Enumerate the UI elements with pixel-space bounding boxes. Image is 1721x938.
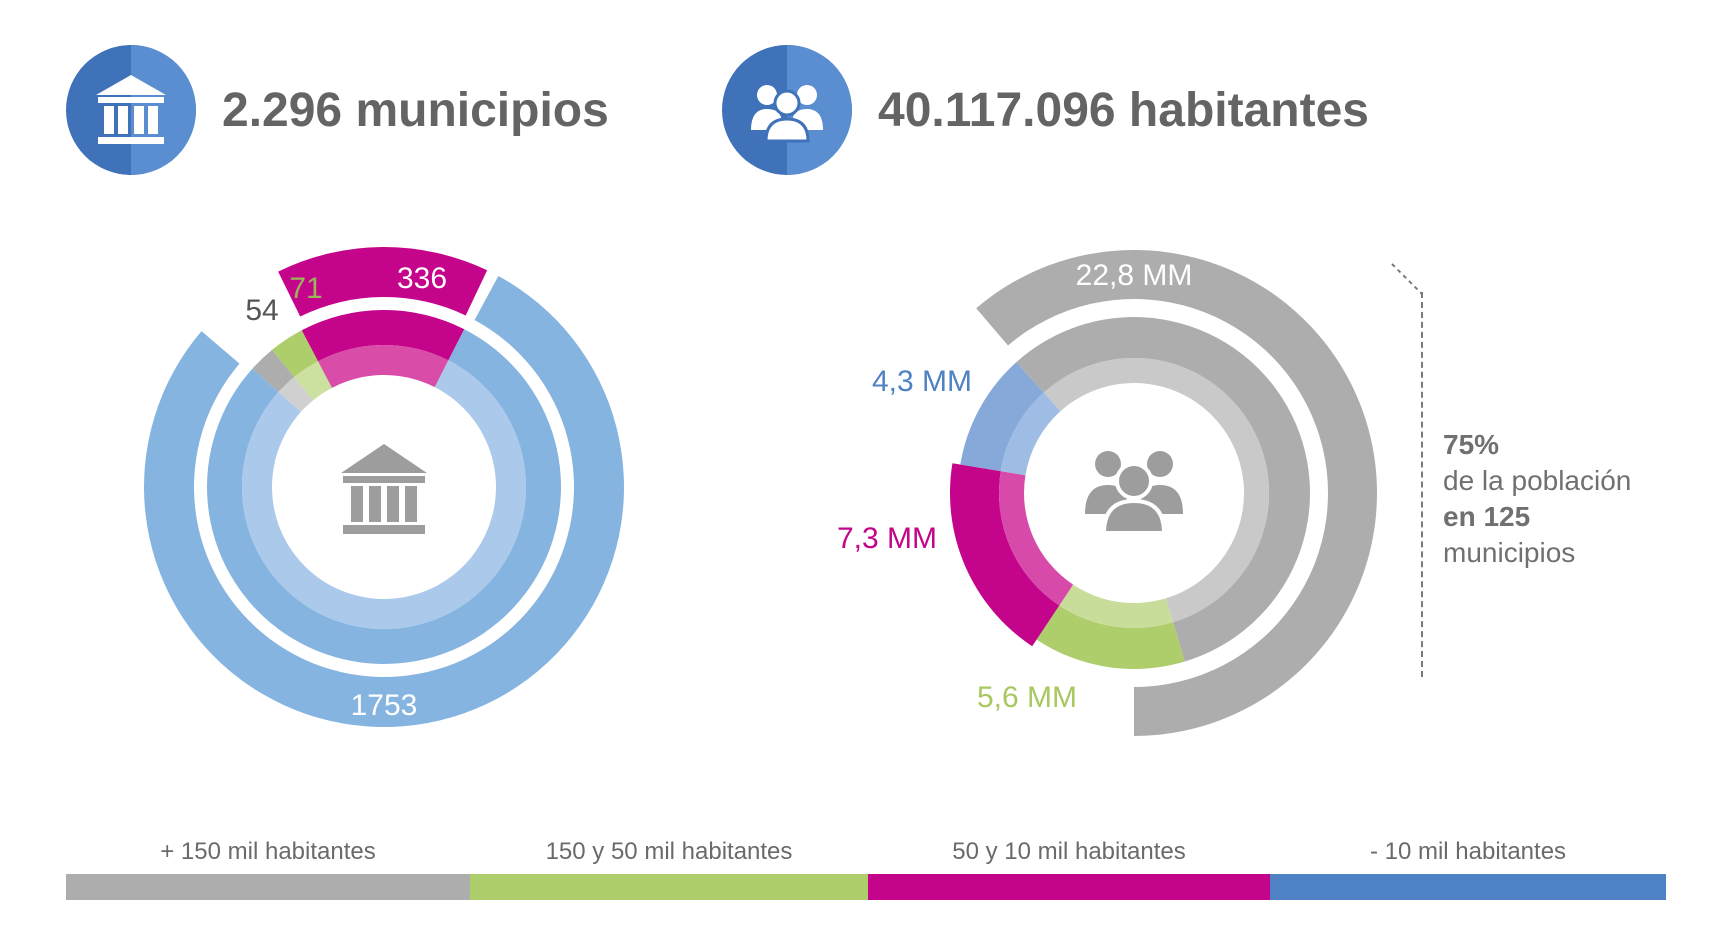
municipios-middle-arc-green [272,330,319,377]
habitantes-total: 40.117.096 habitantes [878,83,1369,137]
habitantes-middle-arc-green [1036,605,1185,670]
municipios-donut-chart: 54 71 336 1753 [144,247,624,727]
habitantes-middle-arc-blue [960,362,1044,472]
annotation-percent: 75% [1443,429,1500,460]
municipios-outer-arc-336 [278,247,488,317]
municipios-label-1753: 1753 [351,689,418,722]
municipios-inner-arc-gray [278,376,314,413]
legend-swatch [66,874,470,900]
habitantes-outer-arc-gray [976,249,1378,736]
population-annotation: 75% de la población en 125 municipios [1443,427,1631,571]
legend-swatch [1270,874,1666,900]
habitantes-middle-arc-magenta [949,463,1060,647]
annotation-line2: en 125 [1443,501,1531,532]
municipios-middle-arc-gray [252,349,295,392]
municipios-label-71: 71 [289,272,322,305]
legend-label: 150 y 50 mil habitantes [545,838,793,865]
legend-item-150-plus: + 150 mil habitantes [66,838,470,902]
building-icon [96,75,166,144]
legend: + 150 mil habitantes 150 y 50 mil habita… [66,838,1666,902]
habitantes-middle-arc-gray [1016,317,1311,662]
people-icon [751,85,823,143]
legend-swatch [868,874,1270,900]
building-icon [341,444,427,534]
habitantes-stat: 40.117.096 habitantes [722,45,1369,175]
municipios-inner-arc-magenta [318,345,449,388]
annotation-line1: de la población [1443,465,1632,496]
habitantes-label-7-3: 7,3 MM [837,522,937,555]
municipios-inner-arc-green [294,361,332,401]
municipios-middle-arc-magenta [301,310,465,362]
municipios-stat: 2.296 municipios [66,45,609,175]
bracket-tick [1391,263,1423,295]
habitantes-inner-arc-green [1059,584,1174,628]
legend-item-50-10: 50 y 10 mil habitantes [868,838,1270,902]
legend-swatch [470,874,868,900]
habitantes-inner-arc-magenta [998,471,1074,606]
habitantes-label-5-6: 5,6 MM [977,681,1077,714]
legend-item-10-minus: - 10 mil habitantes [1270,838,1666,902]
people-badge [722,45,852,175]
legend-label: 50 y 10 mil habitantes [952,838,1186,865]
legend-label: + 150 mil habitantes [160,838,376,865]
habitantes-label-22-8: 22,8 MM [1076,259,1193,292]
people-icon [1085,451,1183,535]
building-badge [66,45,196,175]
legend-item-150-50: 150 y 50 mil habitantes [470,838,868,902]
habitantes-inner-arc-blue [1000,392,1061,476]
habitantes-inner-arc-gray [1043,358,1269,623]
municipios-total: 2.296 municipios [222,83,609,137]
annotation-line3: municipios [1443,537,1576,568]
habitantes-donut-chart: 22,8 MM 5,6 MM 7,3 MM 4,3 MM [837,249,1378,736]
municipios-label-54: 54 [245,294,278,327]
bracket-line [1421,292,1423,677]
legend-label: - 10 mil habitantes [1369,838,1567,865]
municipios-label-336: 336 [397,262,447,295]
habitantes-label-4-3: 4,3 MM [872,365,972,398]
